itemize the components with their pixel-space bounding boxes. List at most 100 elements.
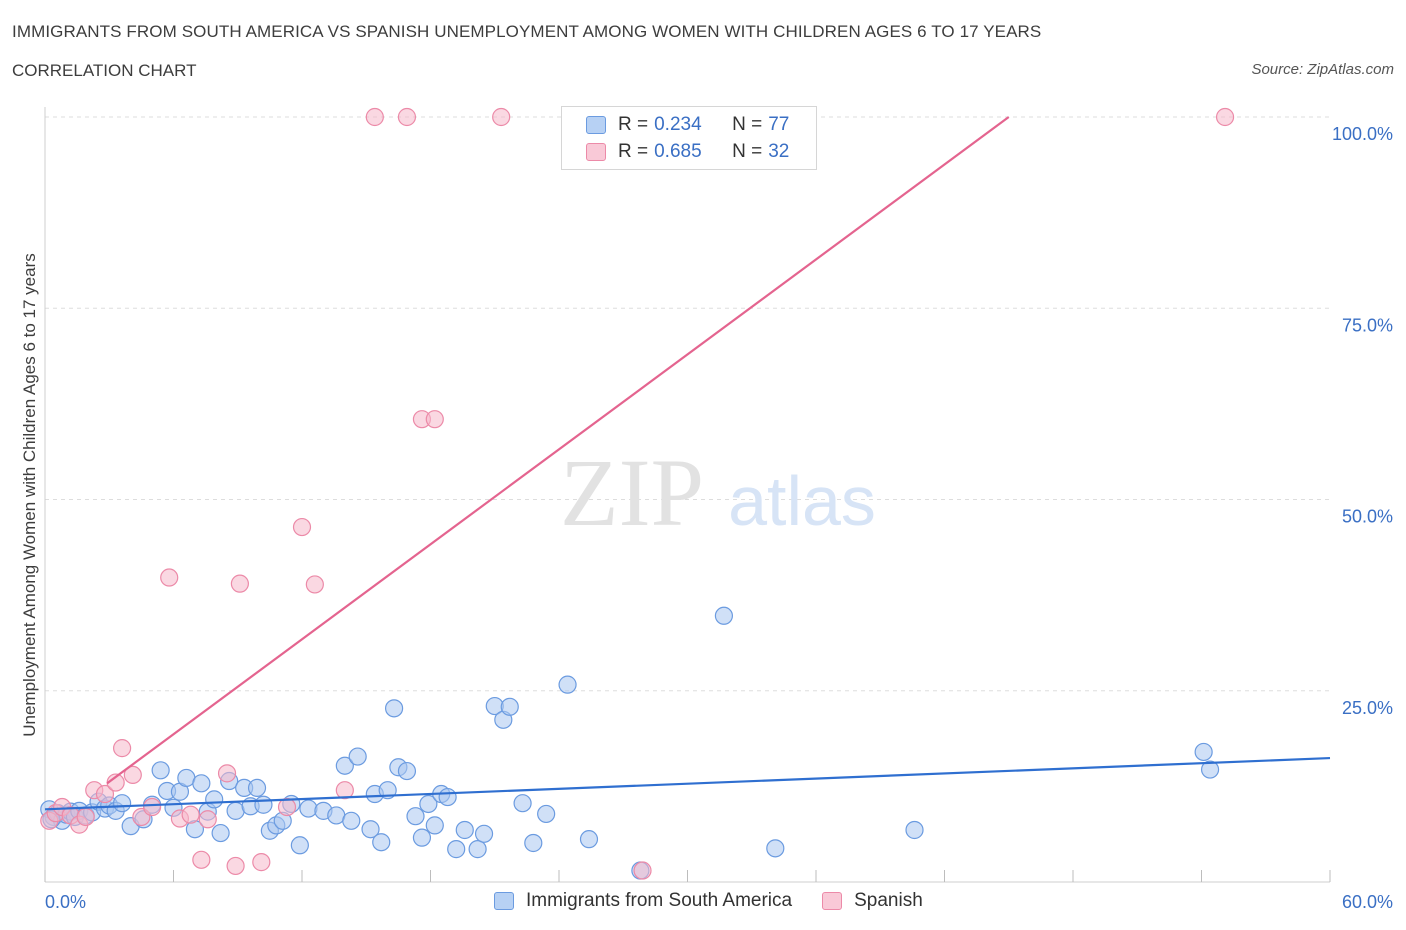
series-legend: Immigrants from South America Spanish (494, 890, 953, 912)
data-point (1200, 760, 1220, 779)
legend-row-immigrants: R = 0.234 N = 77 (586, 113, 789, 137)
legend-label-immigrants: Immigrants from South America (526, 890, 793, 911)
data-point (365, 107, 384, 127)
data-point (1215, 107, 1235, 127)
data-point (372, 833, 391, 852)
data-point (714, 606, 734, 625)
data-point (112, 794, 132, 813)
legend-label-spanish: Spanish (854, 890, 923, 911)
legend-n-value: 32 (768, 141, 790, 162)
data-point (335, 781, 354, 800)
y-tick-labels: 25.0% 50.0% 75.0% 100.0% (1332, 124, 1393, 718)
grid-lines (45, 116, 1330, 692)
data-point (425, 410, 444, 429)
trend-line-immigrants (44, 756, 1331, 811)
y-axis-label: Unemployment Among Women with Children A… (20, 253, 39, 737)
chart-title: IMMIGRANTS FROM SOUTH AMERICA VS SPANISH… (12, 22, 1042, 41)
legend-item-immigrants: Immigrants from South America (494, 890, 792, 912)
x-tick-label: 60.0% (1342, 892, 1393, 912)
data-point (474, 824, 494, 843)
data-point (181, 805, 200, 824)
data-point (247, 778, 267, 798)
x-tick-label: 0.0% (45, 892, 86, 912)
data-point (579, 830, 599, 849)
legend-row-spanish: R = 0.685 N = 32 (586, 140, 789, 164)
data-point (160, 568, 179, 587)
trend-lines (44, 116, 1331, 811)
legend-n-label: N = (732, 141, 763, 162)
data-point (226, 801, 245, 820)
correlation-legend: R = 0.234 N = 77 R = 0.685 N = 32 (561, 106, 817, 170)
data-point (419, 794, 438, 814)
legend-swatch-blue (494, 892, 514, 910)
data-point (226, 856, 245, 876)
data-point (277, 797, 297, 817)
legend-r-label: R = (618, 141, 649, 162)
data-point (766, 839, 785, 858)
data-point (397, 761, 417, 781)
series-immigrants-points (40, 606, 1220, 880)
data-point (905, 820, 924, 840)
data-point (412, 828, 432, 847)
data-point (252, 853, 271, 872)
data-point (211, 823, 230, 843)
data-point (95, 784, 115, 804)
legend-n-label: N = (732, 114, 763, 135)
data-point (500, 697, 519, 716)
data-point (524, 833, 543, 853)
chart-subtitle: CORRELATION CHART (12, 61, 197, 80)
data-point (76, 807, 95, 827)
data-point (513, 794, 532, 813)
data-point (305, 575, 324, 594)
data-point (299, 799, 318, 818)
y-tick-label: 100.0% (1332, 124, 1393, 144)
data-point (151, 761, 170, 780)
data-point (438, 787, 457, 807)
data-point (361, 820, 380, 839)
legend-r-label: R = (618, 114, 649, 135)
data-point (384, 699, 404, 718)
trend-line-spanish (106, 116, 1010, 785)
watermark-atlas: atlas (728, 462, 876, 540)
data-point (192, 850, 211, 869)
data-point (217, 764, 237, 783)
legend-r-value: 0.234 (654, 114, 702, 135)
data-point (292, 517, 312, 537)
data-point (348, 747, 367, 766)
source-credit: Source: ZipAtlas.com (1251, 61, 1394, 78)
legend-n-value: 77 (768, 114, 790, 135)
data-point (192, 774, 211, 793)
data-point (468, 840, 487, 859)
legend-item-spanish: Spanish (822, 890, 923, 912)
x-tick-labels: 0.0% 60.0% (45, 892, 1393, 912)
data-point (537, 804, 556, 824)
legend-swatch-blue (586, 116, 606, 134)
data-point (425, 816, 444, 835)
data-point (123, 765, 142, 785)
axes (44, 107, 1331, 883)
data-point (254, 795, 273, 814)
data-point (112, 739, 132, 758)
watermark-zip: ZIP (560, 439, 704, 546)
data-point (230, 574, 249, 593)
data-point (492, 107, 511, 127)
data-point (406, 807, 425, 826)
data-point (198, 810, 217, 829)
data-point (335, 756, 354, 775)
legend-r-value: 0.685 (654, 141, 702, 162)
data-point (455, 820, 474, 840)
data-point (397, 107, 417, 127)
legend-swatch-pink (586, 143, 606, 161)
y-tick-label: 50.0% (1342, 507, 1393, 527)
y-tick-label: 25.0% (1342, 698, 1393, 718)
data-point (1194, 742, 1213, 762)
y-tick-label: 75.0% (1342, 315, 1393, 335)
data-point (558, 675, 577, 694)
data-point (142, 797, 162, 817)
data-point (342, 811, 361, 830)
data-point (633, 861, 652, 880)
watermark: ZIP atlas (560, 439, 876, 546)
data-point (290, 836, 309, 855)
legend-swatch-pink (822, 892, 843, 910)
